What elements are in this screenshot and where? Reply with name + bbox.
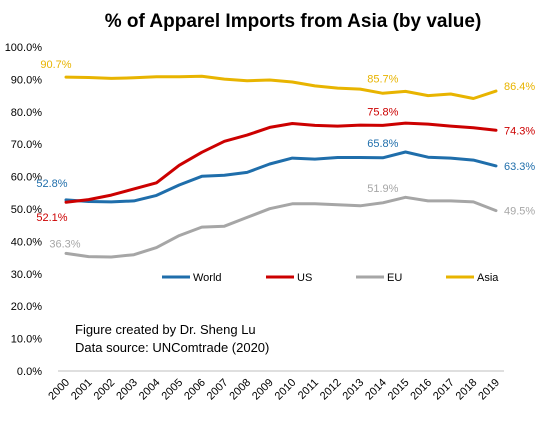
legend-label-us: US [297, 272, 312, 284]
data-label: 49.5% [504, 206, 535, 218]
series-line-eu [64, 195, 498, 259]
legend: World US EU Asia [162, 272, 499, 284]
x-tick-label: 2001 [69, 377, 95, 403]
data-label: 85.7% [367, 73, 398, 85]
x-tick-label: 2005 [159, 377, 185, 403]
data-label: 86.4% [504, 81, 535, 93]
data-source: Data source: UNComtrade (2020) [75, 340, 269, 355]
data-label: 51.9% [367, 183, 398, 195]
data-label: 74.3% [504, 125, 535, 137]
legend-label-eu: EU [387, 272, 402, 284]
y-tick-label: 30.0% [11, 269, 42, 281]
data-label: 63.3% [504, 161, 535, 173]
series-line-us [64, 121, 498, 204]
y-tick-label: 80.0% [11, 107, 42, 119]
x-tick-label: 2009 [250, 377, 276, 403]
x-tick-label: 2006 [182, 377, 208, 403]
y-tick-label: 20.0% [11, 301, 42, 313]
y-tick-label: 60.0% [11, 172, 42, 184]
data-label: 75.8% [367, 106, 398, 118]
y-tick-label: 0.0% [17, 366, 42, 378]
y-axis: 0.0% 10.0% 20.0% 30.0% 40.0% 50.0% 60.0% 70.0% 8… [5, 42, 43, 378]
x-tick-label: 2002 [92, 377, 118, 403]
series-line-world [64, 150, 498, 204]
x-tick-label: 2007 [205, 377, 231, 403]
y-tick-label: 40.0% [11, 236, 42, 248]
data-label: 65.8% [367, 138, 398, 150]
x-tick-label: 2008 [227, 377, 253, 403]
x-tick-label: 2016 [408, 377, 434, 403]
y-tick-label: 50.0% [11, 204, 42, 216]
x-tick-label: 2004 [137, 377, 163, 403]
x-tick-label: 2018 [454, 377, 480, 403]
figure-credit: Figure created by Dr. Sheng Lu [75, 322, 256, 337]
y-tick-label: 100.0% [5, 42, 43, 54]
y-tick-label: 90.0% [11, 74, 42, 86]
y-tick-label: 70.0% [11, 139, 42, 151]
data-label: 90.7% [40, 59, 71, 71]
data-label: 52.1% [36, 212, 67, 224]
data-label: 52.8% [36, 178, 67, 190]
x-tick-label: 2011 [296, 377, 321, 402]
x-tick-label: 2012 [318, 377, 344, 403]
x-tick-label: 2010 [273, 377, 299, 403]
x-tick-label: 2019 [476, 377, 502, 403]
x-tick-label: 2014 [363, 377, 389, 403]
legend-label-world: World [193, 272, 222, 284]
x-tick-label: 2003 [114, 377, 140, 403]
series-layer [64, 74, 498, 259]
chart-title: % of Apparel Imports from Asia (by value… [105, 11, 482, 32]
x-tick-label: 2015 [386, 377, 412, 403]
x-axis: 2000200120022003200420052006200720082009… [46, 370, 504, 403]
x-tick-label: 2000 [46, 377, 72, 403]
y-tick-label: 10.0% [11, 334, 42, 346]
data-label: 36.3% [49, 238, 80, 250]
x-tick-label: 2013 [341, 377, 367, 403]
x-tick-label: 2017 [431, 377, 457, 403]
data-labels: 52.8% 65.8% 63.3% 52.1% 75.8% 74.3% 36.3% 51.9%… [36, 59, 535, 250]
series-line-asia [64, 74, 498, 100]
legend-label-asia: Asia [477, 272, 499, 284]
